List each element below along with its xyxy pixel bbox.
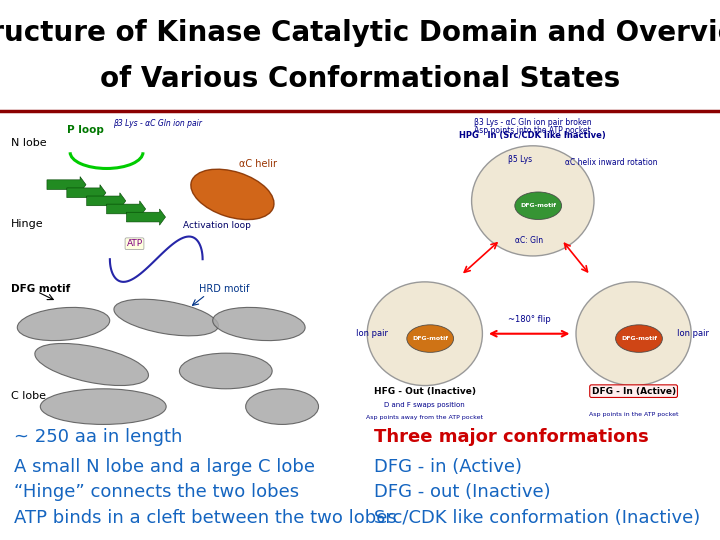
- Text: β3 Lys - αC Gln ion pair: β3 Lys - αC Gln ion pair: [113, 119, 202, 129]
- FancyArrow shape: [67, 185, 106, 201]
- Text: DFG - out (Inactive): DFG - out (Inactive): [374, 483, 551, 501]
- Text: Asp points into the ATP pocket: Asp points into the ATP pocket: [474, 126, 591, 136]
- Ellipse shape: [407, 325, 454, 352]
- Text: N lobe: N lobe: [11, 138, 46, 148]
- Text: “Hinge” connects the two lobes: “Hinge” connects the two lobes: [14, 483, 300, 501]
- Ellipse shape: [17, 307, 109, 341]
- Text: Ion pair: Ion pair: [356, 329, 388, 338]
- Text: DFG - In (Active): DFG - In (Active): [592, 387, 675, 396]
- Ellipse shape: [191, 169, 274, 220]
- Ellipse shape: [114, 299, 218, 336]
- Ellipse shape: [246, 389, 318, 424]
- Text: Three major conformations: Three major conformations: [374, 428, 649, 445]
- Ellipse shape: [179, 353, 272, 389]
- Text: αC: Gln: αC: Gln: [515, 236, 543, 245]
- Text: Hinge: Hinge: [11, 219, 43, 229]
- Ellipse shape: [40, 389, 166, 424]
- Text: Asp points in the ATP pocket: Asp points in the ATP pocket: [589, 413, 678, 417]
- Text: DFG motif: DFG motif: [11, 284, 70, 294]
- Text: Asp points away from the ATP pocket: Asp points away from the ATP pocket: [366, 415, 483, 420]
- Text: ATP: ATP: [127, 239, 143, 248]
- Text: ~180° flip: ~180° flip: [508, 315, 551, 325]
- Text: ATP binds in a cleft between the two lobes: ATP binds in a cleft between the two lob…: [14, 509, 397, 527]
- Text: αC helir: αC helir: [239, 159, 277, 169]
- Text: β5 Lys: β5 Lys: [508, 155, 532, 164]
- Text: HRD motif: HRD motif: [199, 284, 250, 294]
- Circle shape: [472, 146, 594, 256]
- Text: C lobe: C lobe: [11, 390, 45, 401]
- Text: of Various Conformational States: of Various Conformational States: [100, 65, 620, 93]
- Text: Ion pair: Ion pair: [678, 329, 709, 338]
- Text: P loop: P loop: [67, 125, 104, 135]
- Circle shape: [576, 282, 691, 386]
- Text: Structure of Kinase Catalytic Domain and Overview: Structure of Kinase Catalytic Domain and…: [0, 19, 720, 47]
- Text: αC helix inward rotation: αC helix inward rotation: [565, 158, 657, 167]
- Ellipse shape: [616, 325, 662, 352]
- Text: DFG - in (Active): DFG - in (Active): [374, 458, 523, 476]
- Text: DFG-motif: DFG-motif: [521, 203, 557, 208]
- FancyArrow shape: [47, 177, 86, 193]
- FancyArrow shape: [107, 201, 145, 217]
- Text: Activation loop: Activation loop: [183, 221, 251, 231]
- Text: β3 Lys - αC Gln ion pair broken: β3 Lys - αC Gln ion pair broken: [474, 118, 592, 127]
- Text: ~ 250 aa in length: ~ 250 aa in length: [14, 428, 183, 445]
- Text: DFG-motif: DFG-motif: [412, 336, 448, 341]
- Text: HFG - Out (Inactive): HFG - Out (Inactive): [374, 387, 476, 396]
- Ellipse shape: [515, 192, 562, 219]
- Text: HPG   In (Src/CDK like Inactive): HPG In (Src/CDK like Inactive): [459, 131, 606, 140]
- Ellipse shape: [35, 343, 148, 386]
- FancyArrow shape: [127, 209, 166, 225]
- Circle shape: [367, 282, 482, 386]
- Ellipse shape: [212, 307, 305, 341]
- Text: A small N lobe and a large C lobe: A small N lobe and a large C lobe: [14, 458, 315, 476]
- Text: DFG-motif: DFG-motif: [621, 336, 657, 341]
- Text: D and F swaps position: D and F swaps position: [384, 402, 465, 408]
- FancyArrow shape: [86, 193, 126, 209]
- Text: Src/CDK like conformation (Inactive): Src/CDK like conformation (Inactive): [374, 509, 701, 527]
